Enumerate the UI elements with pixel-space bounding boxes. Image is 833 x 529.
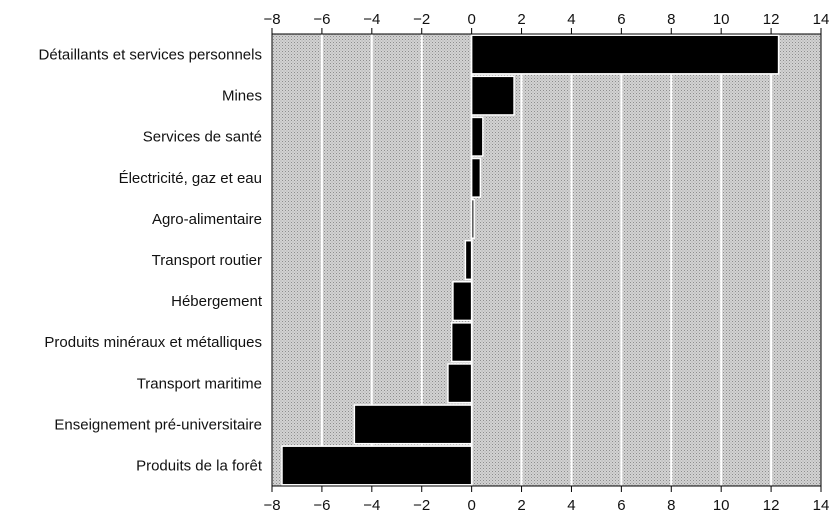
bar [470, 75, 515, 116]
bottom-axis: −8 −6 −4 −2 0 2 4 6 8 10 12 14 [263, 485, 830, 514]
tick-label: 14 [813, 497, 830, 514]
tick-label: 0 [467, 11, 475, 28]
category-label: Mines [222, 88, 262, 105]
category-label: Enseignement pré-universitaire [54, 416, 262, 433]
tick-label: −6 [313, 497, 330, 514]
tick-label: −8 [263, 497, 280, 514]
bar [470, 34, 780, 75]
category-labels: Détaillants et services personnels Mines S… [39, 47, 263, 475]
bar [450, 322, 473, 363]
category-label: Produits minéraux et métalliques [44, 334, 262, 351]
category-label: Transport routier [152, 252, 262, 269]
category-label: Électricité, gaz et eau [119, 170, 262, 187]
category-label: Hébergement [171, 293, 263, 310]
bar [464, 239, 473, 281]
tick-label: 12 [763, 497, 780, 514]
bar [470, 116, 484, 157]
bar [470, 157, 482, 198]
category-label: Transport maritime [137, 375, 262, 392]
gridlines [320, 34, 773, 486]
tick-label: 10 [713, 497, 730, 514]
tick-label: 10 [713, 11, 730, 28]
bar [353, 404, 473, 445]
tick-label: 4 [567, 497, 575, 514]
category-label: Services de santé [143, 129, 262, 146]
tick-label: 8 [667, 11, 675, 28]
category-label: Détaillants et services personnels [39, 47, 262, 64]
tick-label: 14 [813, 11, 830, 28]
bars [281, 34, 780, 486]
bar [470, 198, 475, 239]
tick-label: 6 [617, 497, 625, 514]
top-axis: −8 −6 −4 −2 0 2 4 6 8 10 12 14 [263, 11, 830, 35]
tick-label: −8 [263, 11, 280, 28]
category-label: Agro-alimentaire [152, 211, 262, 228]
tick-label: −4 [363, 11, 380, 28]
tick-label: 8 [667, 497, 675, 514]
tick-label: −2 [413, 497, 430, 514]
tick-label: 2 [517, 11, 525, 28]
bar [281, 445, 473, 486]
tick-label: −4 [363, 497, 380, 514]
tick-label: 12 [763, 11, 780, 28]
bar [447, 363, 473, 404]
tick-label: 4 [567, 11, 575, 28]
category-label: Produits de la forêt [136, 457, 263, 474]
bar [452, 281, 473, 322]
tick-label: −2 [413, 11, 430, 28]
tick-label: −6 [313, 11, 330, 28]
tick-label: 2 [517, 497, 525, 514]
tick-label: 6 [617, 11, 625, 28]
tick-label: 0 [467, 497, 475, 514]
